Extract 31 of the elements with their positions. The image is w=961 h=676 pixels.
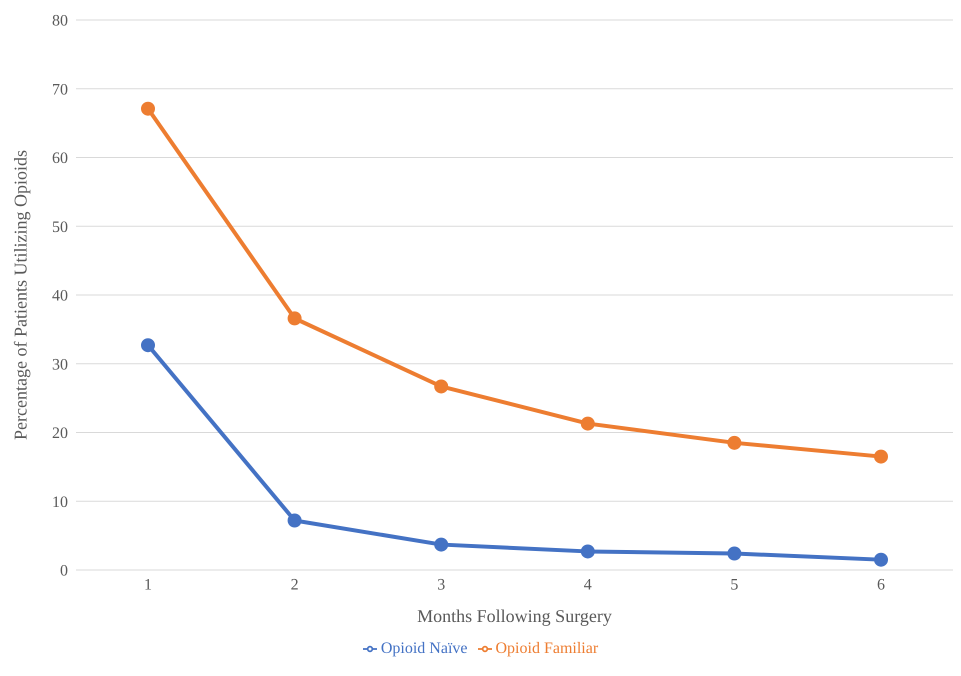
x-tick-label: 5 bbox=[730, 576, 738, 594]
legend-label: Opioid Familiar bbox=[496, 640, 598, 657]
y-tick-label: 60 bbox=[52, 150, 68, 168]
point bbox=[727, 436, 742, 450]
point bbox=[141, 102, 155, 116]
point bbox=[727, 546, 742, 560]
y-axis-title: Percentage of Patients Utilizing Opioids bbox=[10, 150, 30, 440]
x-tick-label: 6 bbox=[877, 576, 885, 594]
point bbox=[288, 311, 302, 326]
y-tick-label: 30 bbox=[52, 356, 68, 374]
point bbox=[141, 338, 155, 352]
y-tick-label: 40 bbox=[52, 288, 68, 305]
y-tick-label: 0 bbox=[60, 562, 68, 580]
point bbox=[434, 538, 448, 552]
y-tick-label: 10 bbox=[52, 494, 68, 511]
x-tick-label: 4 bbox=[584, 576, 592, 594]
y-tick-label: 70 bbox=[52, 81, 68, 98]
point bbox=[288, 514, 302, 528]
y-tick-label: 20 bbox=[52, 425, 68, 442]
point bbox=[874, 552, 888, 567]
point bbox=[580, 416, 595, 431]
y-tick-label: 80 bbox=[52, 12, 68, 30]
x-axis-title: Months Following Surgery bbox=[417, 606, 612, 626]
x-tick-label: 2 bbox=[290, 576, 299, 594]
point bbox=[580, 544, 595, 558]
point bbox=[874, 450, 888, 464]
point bbox=[434, 379, 448, 394]
legend-label: Opioid Naïve bbox=[380, 640, 468, 657]
y-tick-label: 50 bbox=[52, 218, 68, 236]
x-tick-label: 3 bbox=[437, 576, 446, 594]
x-tick-label: 1 bbox=[144, 576, 152, 594]
